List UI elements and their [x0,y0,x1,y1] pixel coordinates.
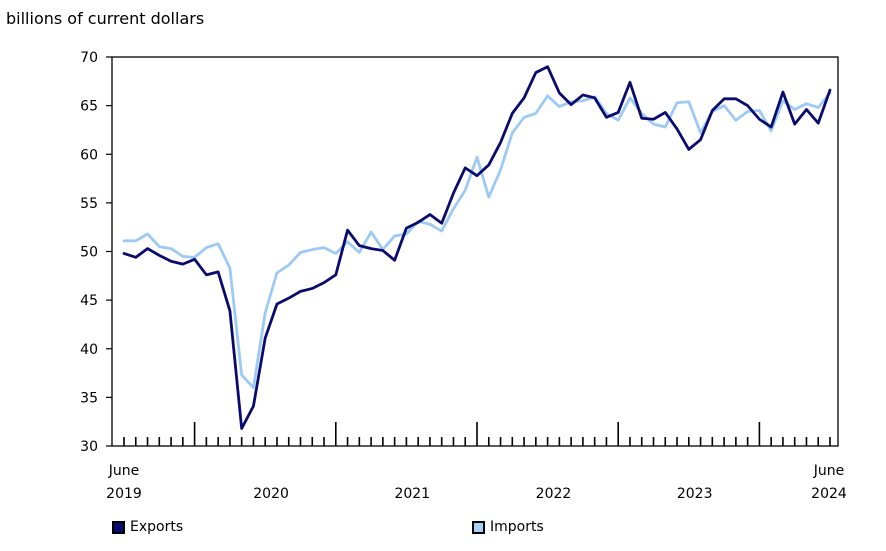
series-line-imports [122,91,832,390]
legend-label-imports: Imports [490,519,544,535]
x-tick-year-label: 2020 [253,486,289,502]
x-tick-month-label: June [813,463,845,479]
x-tick-year-label: 2021 [394,486,430,502]
legend-swatch-exports [112,520,125,534]
chart-series [122,65,832,430]
chart-axes: 30 35 40 45 50 55 60 65 70 June 2019 2020 2021 2022 20… [80,50,847,502]
legend-item-exports: Exports [112,519,183,535]
y-tick-label: 60 [80,147,98,163]
x-tick-year-label: 2023 [677,486,713,502]
legend-swatch-imports [472,520,485,534]
y-tick-label: 40 [80,342,98,358]
x-tick-month-label: June [108,463,140,479]
y-tick-label: 65 [80,99,98,115]
y-tick-label: 70 [80,50,98,66]
x-tick-year-label: 2019 [106,486,142,502]
y-tick-label: 45 [80,293,98,309]
legend-label-exports: Exports [130,519,184,535]
y-axis-title: billions of current dollars [6,9,205,28]
y-tick-label: 35 [80,390,98,406]
legend-item-imports: Imports [472,519,544,535]
y-tick-label: 55 [80,196,98,212]
x-tick-year-label: 2024 [811,486,847,502]
y-tick-label: 30 [80,439,98,455]
series-line-exports [122,65,832,430]
x-tick-year-label: 2022 [536,486,572,502]
chart-ticks [123,422,831,446]
y-tick-label: 50 [80,245,98,261]
